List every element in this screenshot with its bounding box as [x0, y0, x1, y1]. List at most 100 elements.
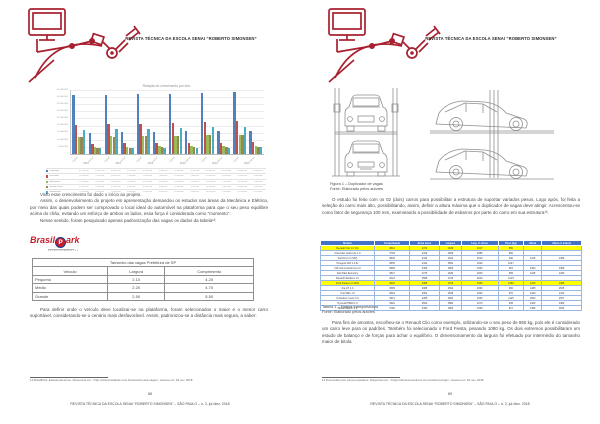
cars-table-cell: 1665: [438, 305, 462, 312]
page-footer: REVISTA TÉCNICA DA ESCOLA SENAI “ROBERTO…: [70, 402, 230, 406]
chart-table-value: 20.500.000: [79, 175, 89, 178]
vagas-table-cell: 2.20: [106, 283, 166, 293]
y-axis-tick-label: 5.000.000: [58, 145, 68, 148]
chart-bar: [147, 128, 150, 154]
body-text-block-2: Para fins de amostra, escolheu-se o Rena…: [322, 320, 580, 346]
body-text-block-1: O estudo foi feito com os 02 (dois) carr…: [322, 197, 580, 216]
brasilpark-suffix: ark: [66, 235, 80, 245]
footnote: 12 BrasilPark. Estacionamentos. Disponív…: [30, 378, 194, 382]
chart-table-value: 20.900.000: [110, 175, 121, 178]
chart-table-value: 4.700.000: [253, 191, 263, 194]
chart-table-value: 4.700.000: [190, 186, 199, 189]
paragraph: Para fins de amostra, escolheu-se o Rena…: [322, 320, 580, 345]
chart-bar: [75, 124, 78, 154]
cars-table-header-cell: Larg. c/ retrov.: [460, 239, 499, 247]
cars-table-row: Renault Sandero 1.0 4024 2588 1746 2000 1015: [320, 275, 583, 282]
chart-bar: [211, 127, 215, 154]
chart-bar: [185, 131, 188, 154]
chart-bar: [109, 136, 113, 154]
paragraph: Visto esse crescimento foi dado o início…: [40, 192, 142, 197]
y-axis-tick-label: 25.000.000: [57, 117, 68, 120]
chart-bar: [99, 148, 102, 154]
cars-table-cell: 1945: [460, 305, 499, 312]
brasilpark-subtitle: ESTACIONAMENTOS: [48, 248, 79, 252]
cars-table-header-cell: Entre eixos: [409, 239, 440, 247]
chart-table-value: 15.300.000: [126, 170, 137, 173]
cars-table-header-row: Modelo Comprimento Entre eixos Largura Larg.…: [320, 239, 583, 247]
body-text-block-2: Para definir onde o veículo deve localiz…: [30, 307, 268, 320]
chart-bar: [241, 134, 244, 154]
page-footer: REVISTA TÉCNICA DA ESCOLA SENAI “ROBERTO…: [370, 402, 530, 406]
chart-table-value: 4.100.000: [127, 191, 136, 194]
chart-table-value: 42.900.000: [205, 170, 216, 173]
chart-bar: [144, 136, 148, 154]
chart-gridline: [71, 125, 264, 127]
cars-table-cell: 3780: [373, 305, 411, 312]
growth-bar-chart: Relação do crescimento por Ano - 5.000.00…: [44, 84, 268, 194]
chart-bar: [243, 126, 247, 154]
chart-gridline: [71, 139, 264, 141]
chart-table-value: 5.200.000: [127, 180, 136, 183]
vagas-table-cell: 2.50: [106, 291, 166, 301]
chart-table-value: 12.500.000: [142, 186, 152, 189]
legend-swatch-icon: [46, 185, 49, 189]
legend-series-name: Automóveis: [49, 180, 61, 183]
chart-table-value: 21.300.000: [142, 175, 152, 178]
chart-bar: [238, 134, 241, 154]
table-caption-text: Tabela 1 – Esteira transportadora: [322, 305, 379, 309]
chart-bar: [251, 142, 255, 154]
right-page: REVISTA TÉCNICA DA ESCOLA SENAI “ROBERTO…: [300, 0, 600, 424]
chart-table-value: 16.500.000: [253, 170, 263, 173]
chart-table-value: 7.200.000: [95, 175, 104, 178]
y-axis-tick-label: 10.000.000: [57, 138, 68, 141]
paragraph: Para definir onde o veículo deve localiz…: [30, 307, 268, 319]
chart-legend-cell: Frota total: [46, 175, 76, 178]
chart-bar: [155, 143, 158, 154]
chart-bar: [254, 145, 258, 154]
figure-caption: Figura 1 – Duplicador de vagas Fonte: El…: [330, 182, 383, 192]
chart-bar: [257, 146, 260, 154]
chart-table-value: 12.700.000: [142, 180, 152, 183]
chart-bar: [233, 92, 236, 154]
chart-bar: [235, 121, 239, 154]
cars-table-row: Peugeot 206 1.4 8v 3835 2442 1652 1920 1047: [320, 260, 583, 267]
journal-title: REVISTA TÉCNICA DA ESCOLA SENAI “ROBERTO…: [125, 36, 257, 41]
chart-table-value: 4.200.000: [158, 191, 168, 194]
chart-bar: [80, 136, 83, 154]
chart-data-table: População 41.200.000 15.000.000 41.600.000 1…: [46, 168, 266, 194]
chart-bar: [176, 135, 180, 154]
y-axis-tick-label: 40.000.000: [57, 95, 68, 98]
y-axis-tick-label: 30.000.000: [57, 110, 68, 113]
chart-bar: [104, 94, 107, 154]
vagas-table-cell: Médio: [32, 283, 108, 293]
journal-title: REVISTA TÉCNICA DA ESCOLA SENAI “ROBERTO…: [425, 36, 557, 41]
chart-bar: [217, 130, 220, 154]
chart-bar: [259, 147, 263, 154]
footnote-rule: [30, 377, 108, 378]
chart-table-value: 5.400.000: [158, 180, 168, 183]
chart-table-value: 4.400.000: [190, 191, 199, 194]
chart-table-value: 4.900.000: [222, 186, 231, 189]
cars-table-header-cell: Comprimento: [373, 239, 411, 247]
y-axis-tick-label: 15.000.000: [57, 131, 68, 134]
chart-bar: [91, 143, 94, 154]
chart-bar: [249, 130, 252, 154]
chart-table-value: 5.100.000: [95, 180, 104, 183]
chart-bar: [107, 124, 110, 154]
vagas-table-row: Grande 2.50 5.50: [32, 291, 254, 301]
chart-table-value: 4.600.000: [158, 186, 168, 189]
paragraph: Nesse sentido, foram pesquisado apenas p…: [40, 217, 217, 223]
vagas-table-row: Pequeno 2.10 4.20: [32, 274, 254, 285]
chart-bar: [168, 93, 172, 154]
chart-gridline: [71, 104, 264, 105]
page-number: 89: [447, 392, 453, 396]
chart-title: Relação do crescimento por Ano: [142, 84, 191, 88]
vagas-table-cell: 2.10: [106, 274, 166, 285]
vagas-table-cell: Pequeno: [32, 274, 108, 285]
car-lift-side-view-figure: [430, 90, 554, 180]
chart-table-value: 42.000.000: [142, 170, 152, 173]
vagas-table-title: Tamanho das vagas Prefeitura de SP: [32, 257, 254, 268]
chart-table-row: População 41.200.000 15.000.000 41.600.000 1…: [46, 168, 266, 173]
chart-table-value: 12.800.000: [174, 186, 184, 189]
chart-table-value: 17.800.000: [142, 191, 152, 194]
